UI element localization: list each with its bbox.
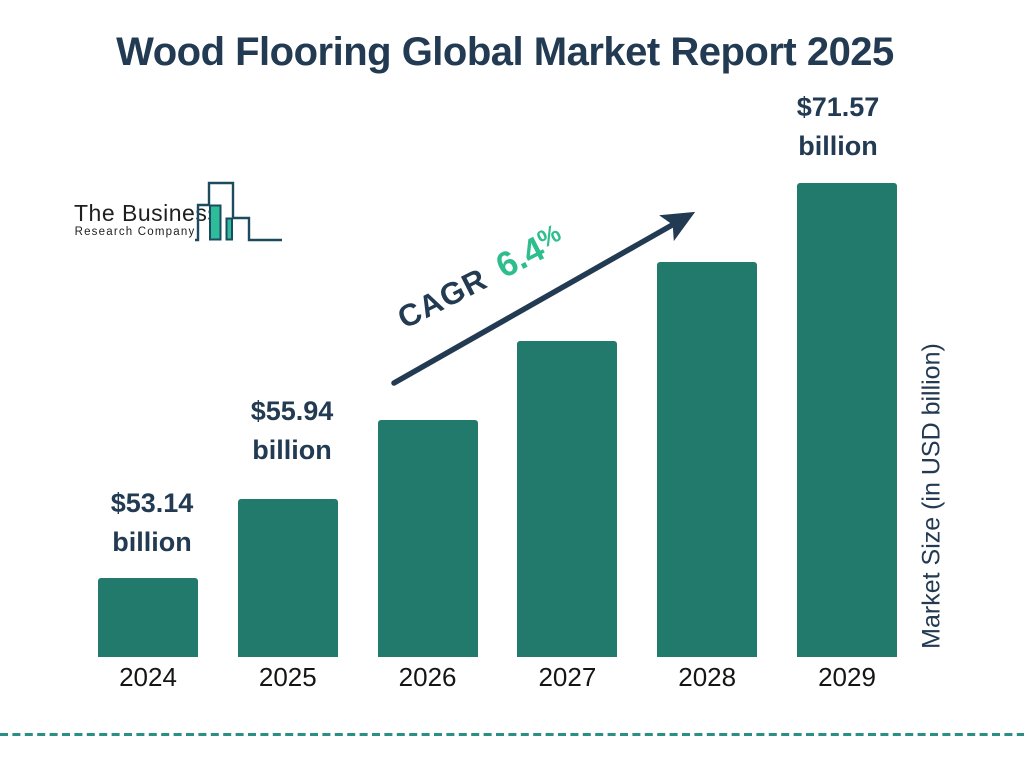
- value-label-2029: $71.57 billion: [748, 88, 928, 166]
- value-amount: $55.94: [250, 396, 334, 426]
- company-logo: The Business Research Company: [62, 178, 292, 244]
- value-label-2025: $55.94 billion: [202, 392, 382, 470]
- x-tick-2026: 2026: [398, 662, 457, 692]
- value-amount: $53.14: [110, 488, 194, 518]
- x-tick-2029: 2029: [818, 662, 876, 692]
- bar-2029: [796, 183, 897, 657]
- x-tick-2025: 2025: [258, 662, 317, 692]
- value-amount: $71.57: [796, 92, 880, 122]
- company-logo-text: The Business Research Company: [74, 200, 220, 239]
- x-tick-2024: 2024: [119, 662, 177, 692]
- value-label-2024: $53.14 billion: [62, 484, 242, 562]
- bar-2024: [98, 578, 198, 657]
- bar-2025: [237, 499, 338, 657]
- x-axis-labels: 2024 2025 2026 2027 2028 2029: [98, 662, 898, 693]
- value-unit: billion: [798, 131, 878, 161]
- page-title: Wood Flooring Global Market Report 2025: [116, 30, 894, 74]
- bar-2028: [657, 262, 758, 657]
- logo-bars-icon: [195, 181, 282, 242]
- company-name: The Business: [74, 200, 220, 226]
- value-unit: billion: [252, 435, 332, 465]
- bar-2027: [517, 341, 618, 657]
- y-axis-label: Market Size (in USD billion): [917, 343, 946, 649]
- value-unit: billion: [112, 527, 192, 557]
- x-tick-2028: 2028: [678, 662, 737, 692]
- bar-2026: [377, 420, 478, 657]
- bar-chart: [98, 183, 898, 657]
- x-tick-2027: 2027: [538, 662, 597, 692]
- company-subname: Research Company: [74, 226, 196, 238]
